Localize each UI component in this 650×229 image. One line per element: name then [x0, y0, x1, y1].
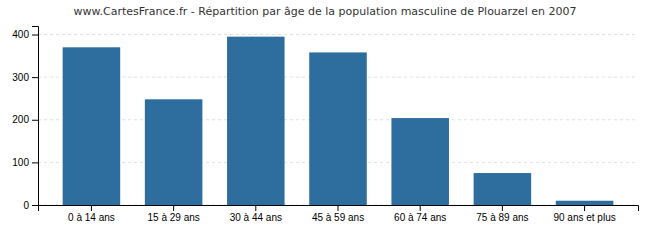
x-tick-mark	[173, 205, 174, 211]
y-tick-label: 200	[12, 114, 29, 125]
y-tick-mark	[32, 35, 38, 36]
y-tick-label: 400	[12, 29, 29, 40]
x-tick: 75 à 89 ans	[476, 205, 528, 223]
y-tick-mark	[32, 205, 38, 206]
y-tick-label: 300	[12, 72, 29, 83]
x-tick-label: 30 à 44 ans	[230, 212, 282, 223]
y-tick: 300	[12, 72, 38, 83]
bar	[227, 37, 285, 205]
grid-line	[38, 34, 638, 35]
x-tick-label: 75 à 89 ans	[476, 212, 528, 223]
bar	[474, 173, 532, 205]
bar	[145, 99, 203, 205]
grid	[38, 35, 638, 205]
x-tick-label: 15 à 29 ans	[147, 212, 199, 223]
y-tick-label: 100	[12, 157, 29, 168]
x-tick-mark	[502, 205, 503, 211]
bar	[391, 118, 449, 205]
x-tick-mark	[91, 205, 92, 211]
x-tick-mark	[338, 205, 339, 211]
y-tick: 200	[12, 114, 38, 125]
title: www.CartesFrance.fr - Répartition par âg…	[74, 5, 577, 18]
x-axis: 0 à 14 ans 15 à 29 ans 30 à 44 ans 45 à 59 …	[39, 205, 639, 223]
x-tick: 15 à 29 ans	[147, 205, 199, 223]
y-tick-mark	[32, 120, 38, 121]
y-tick: 100	[12, 157, 38, 168]
x-tick: 0 à 14 ans	[68, 205, 115, 223]
plot-area: 0 100 200 300 400 0 à 14 ans 15 à 29 ans 30 à 4…	[12, 27, 638, 224]
x-tick: 30 à 44 ans	[230, 205, 282, 223]
x-tick-label: 60 à 74 ans	[394, 212, 446, 223]
y-axis-line	[32, 27, 39, 206]
x-tick-label: 45 à 59 ans	[312, 212, 364, 223]
bar	[556, 201, 614, 205]
x-tick-label: 0 à 14 ans	[68, 212, 115, 223]
bars	[63, 37, 614, 205]
x-tick-mark	[584, 205, 585, 211]
y-tick: 0	[23, 200, 38, 211]
x-tick: 90 ans et plus	[553, 205, 615, 223]
x-tick-mark	[255, 205, 256, 211]
y-tick-label: 0	[23, 200, 29, 211]
bar	[63, 47, 121, 205]
bar	[309, 52, 367, 205]
chart-container: 0 100 200 300 400 0 à 14 ans 15 à 29 ans 30 à 4…	[0, 0, 650, 229]
x-tick-label: 90 ans et plus	[553, 212, 615, 223]
x-tick-mark	[420, 205, 421, 211]
x-axis-line	[39, 206, 639, 212]
y-tick: 400	[12, 29, 38, 40]
y-axis: 0 100 200 300 400	[12, 27, 38, 211]
y-tick-mark	[32, 162, 38, 163]
x-tick: 60 à 74 ans	[394, 205, 446, 223]
y-tick-mark	[32, 77, 38, 78]
x-tick: 45 à 59 ans	[312, 205, 364, 223]
chart-svg: 0 100 200 300 400 0 à 14 ans 15 à 29 ans 30 à 4…	[0, 0, 650, 229]
